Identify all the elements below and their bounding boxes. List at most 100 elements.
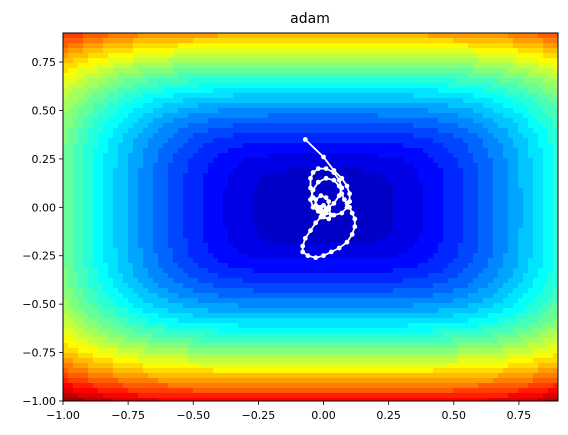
contour-cell <box>198 53 204 59</box>
contour-cell <box>283 218 289 224</box>
contour-cell <box>443 218 449 224</box>
contour-cell <box>513 98 519 104</box>
contour-cell <box>453 148 459 154</box>
contour-cell <box>218 228 224 234</box>
contour-cell <box>173 148 179 154</box>
contour-cell <box>383 53 389 59</box>
contour-cell <box>263 223 269 229</box>
contour-cell <box>93 53 99 59</box>
contour-cell <box>488 193 494 199</box>
contour-cell <box>493 143 499 149</box>
contour-cell <box>403 143 409 149</box>
contour-cell <box>148 193 154 199</box>
contour-cell <box>73 188 79 194</box>
contour-cell <box>63 83 69 89</box>
contour-cell <box>163 258 169 264</box>
contour-cell <box>128 63 134 69</box>
contour-cell <box>413 103 419 109</box>
contour-cell <box>78 163 84 169</box>
contour-cell <box>398 203 404 209</box>
contour-cell <box>198 233 204 239</box>
contour-cell <box>468 188 474 194</box>
contour-cell <box>193 188 199 194</box>
contour-cell <box>483 118 489 124</box>
contour-cell <box>173 223 179 229</box>
contour-cell <box>268 113 274 119</box>
contour-cell <box>68 253 74 259</box>
contour-cell <box>208 268 214 274</box>
contour-cell <box>248 48 254 54</box>
contour-cell <box>388 133 394 139</box>
contour-cell <box>133 283 139 289</box>
contour-cell <box>263 113 269 119</box>
contour-cell <box>293 168 299 174</box>
contour-cell <box>298 193 304 199</box>
contour-cell <box>248 228 254 234</box>
contour-cell <box>88 163 94 169</box>
contour-cell <box>548 273 554 279</box>
contour-cell <box>288 48 294 54</box>
contour-cell <box>378 253 384 259</box>
contour-cell <box>293 153 299 159</box>
contour-cell <box>368 73 374 79</box>
contour-cell <box>283 208 289 214</box>
contour-cell <box>108 38 114 44</box>
contour-cell <box>123 193 129 199</box>
contour-cell <box>83 68 89 74</box>
contour-cell <box>473 188 479 194</box>
contour-cell <box>318 223 324 229</box>
contour-cell <box>138 143 144 149</box>
contour-cell <box>258 53 264 59</box>
contour-cell <box>303 78 309 84</box>
contour-cell <box>148 198 154 204</box>
contour-cell <box>183 148 189 154</box>
contour-cell <box>318 263 324 269</box>
contour-cell <box>418 108 424 114</box>
contour-cell <box>83 258 89 264</box>
contour-cell <box>423 243 429 249</box>
contour-cell <box>68 268 74 274</box>
contour-cell <box>248 168 254 174</box>
contour-cell <box>278 48 284 54</box>
contour-cell <box>283 268 289 274</box>
contour-cell <box>318 128 324 134</box>
contour-cell <box>238 38 244 44</box>
contour-cell <box>393 38 399 44</box>
contour-cell <box>158 43 164 49</box>
contour-cell <box>423 278 429 284</box>
contour-cell <box>318 163 324 169</box>
contour-cell <box>513 183 519 189</box>
contour-cell <box>543 188 549 194</box>
contour-cell <box>278 83 284 89</box>
contour-cell <box>333 98 339 104</box>
contour-cell <box>483 148 489 154</box>
contour-cell <box>393 58 399 64</box>
contour-cell <box>538 223 544 229</box>
contour-cell <box>478 253 484 259</box>
contour-cell <box>378 53 384 59</box>
contour-cell <box>498 168 504 174</box>
contour-cell <box>203 103 209 109</box>
contour-cell <box>333 193 339 199</box>
contour-cell <box>178 83 184 89</box>
contour-cell <box>63 93 69 99</box>
contour-cell <box>488 233 494 239</box>
contour-cell <box>113 128 119 134</box>
contour-cell <box>233 158 239 164</box>
contour-cell <box>158 113 164 119</box>
contour-cell <box>213 203 219 209</box>
contour-cell <box>438 178 444 184</box>
contour-cell <box>218 213 224 219</box>
contour-cell <box>148 188 154 194</box>
contour-cell <box>113 83 119 89</box>
contour-cell <box>403 228 409 234</box>
contour-cell <box>298 103 304 109</box>
contour-cell <box>293 203 299 209</box>
contour-cell <box>493 268 499 274</box>
contour-cell <box>93 188 99 194</box>
contour-cell <box>213 168 219 174</box>
contour-cell <box>428 193 434 199</box>
contour-cell <box>163 73 169 79</box>
contour-cell <box>138 208 144 214</box>
contour-cell <box>518 198 524 204</box>
